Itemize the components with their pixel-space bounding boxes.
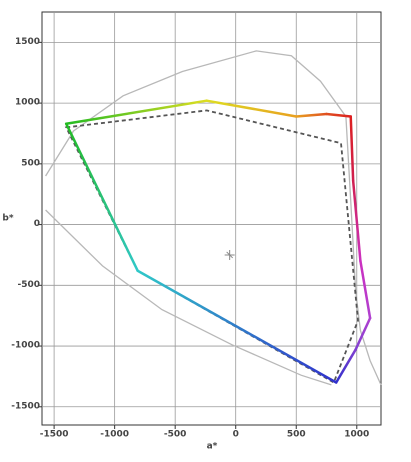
gamut-segment: [325, 112, 352, 118]
y-tick-label: -1000: [11, 341, 40, 351]
gamut-segment: [349, 115, 355, 183]
y-tick-label: 1500: [15, 37, 40, 47]
gamut-segment: [64, 99, 208, 126]
y-axis-label: b*: [2, 214, 13, 224]
y-tick-label: 0: [34, 219, 40, 229]
x-tick-label: 1000: [344, 430, 369, 440]
x-tick-label: -1000: [100, 430, 129, 440]
gamut-segment: [359, 259, 372, 320]
x-tick-label: -1500: [40, 430, 69, 440]
y-tick-label: 1000: [15, 98, 40, 108]
y-tick-label: 500: [21, 158, 40, 168]
y-tick-label: -500: [17, 280, 40, 290]
gamut-segment: [334, 348, 357, 384]
white-point-marker: [224, 249, 235, 260]
gamut-segment: [351, 179, 362, 263]
x-tick-label: 500: [287, 430, 306, 440]
gamut-segment: [136, 269, 338, 384]
gamut-segment: [295, 112, 328, 118]
gamut-segment: [354, 316, 372, 351]
x-axis-label: a*: [207, 442, 218, 452]
x-tick-label: -500: [164, 430, 187, 440]
y-tick-label: -1500: [11, 401, 40, 411]
plot-frame: [41, 11, 382, 426]
gamut-line: [45, 50, 382, 386]
gamut-segment: [205, 99, 298, 118]
gamut-segment: [64, 122, 139, 272]
x-tick-label: 0: [233, 430, 239, 440]
